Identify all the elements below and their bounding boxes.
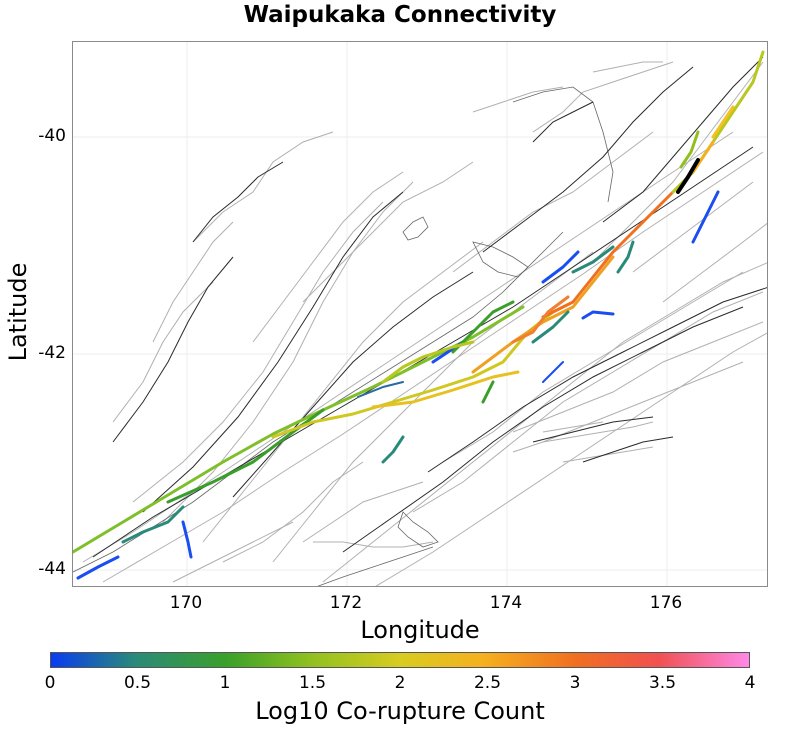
gridlines (73, 42, 767, 586)
x-axis-label: Longitude (360, 616, 480, 644)
colorbar-tick: 3 (569, 673, 581, 693)
background-fault-surfaces (82, 61, 767, 586)
colorbar-tick: 1.5 (298, 673, 327, 693)
colorbar-tick: 1 (219, 673, 231, 693)
colorbar-tick: 0.5 (123, 673, 152, 693)
x-tick-label: 172 (329, 593, 363, 613)
colorbar-tick: 2.5 (473, 673, 502, 693)
y-tick-label: -40 (38, 126, 66, 146)
fault-traces (92, 56, 767, 558)
colorbar-tick: 2 (394, 673, 406, 693)
chart-title: Waipukaka Connectivity (243, 2, 557, 28)
fault-map (73, 42, 767, 586)
map-plot-area[interactable] (72, 41, 768, 587)
colorbar-tick: 0 (44, 673, 56, 693)
x-tick-label: 170 (169, 593, 203, 613)
colorbar-label: Log10 Co-rupture Count (255, 697, 545, 725)
x-tick-label: 174 (489, 593, 523, 613)
co-rupture-traces (73, 50, 765, 580)
colorbar-tick: 4 (744, 673, 756, 693)
colorbar-tick: 3.5 (648, 673, 677, 693)
colorbar (50, 652, 750, 668)
y-tick-label: -44 (38, 559, 66, 579)
y-tick-label: -42 (38, 343, 66, 363)
coastline (73, 86, 614, 586)
x-tick-label: 176 (649, 593, 683, 613)
